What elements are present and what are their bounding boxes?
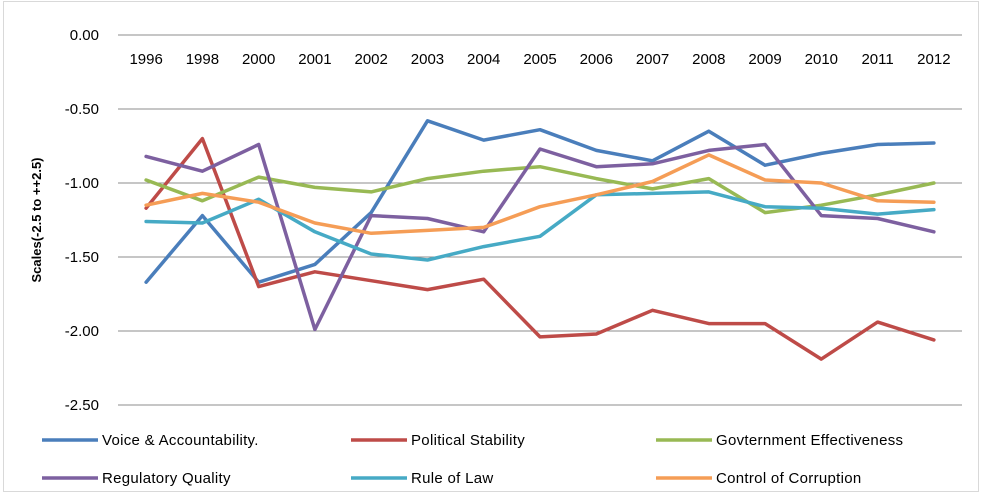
y-tick-label: -2.50 bbox=[65, 397, 99, 414]
x-tick-label: 2008 bbox=[692, 51, 725, 68]
x-tick-label: 2001 bbox=[298, 51, 331, 68]
x-tick-label: 2005 bbox=[523, 51, 556, 68]
legend-label: Political Stability bbox=[411, 432, 525, 449]
x-tick-label: 2003 bbox=[411, 51, 444, 68]
series-line bbox=[144, 136, 936, 361]
x-tick-label: 2011 bbox=[861, 51, 893, 68]
x-tick-label: 2006 bbox=[580, 51, 613, 68]
y-tick-label: -1.50 bbox=[65, 249, 99, 266]
x-tick-label: 1996 bbox=[129, 51, 162, 68]
series-line bbox=[144, 190, 936, 262]
legend-label: Voice & Accountability. bbox=[102, 432, 259, 449]
x-tick-label: 2009 bbox=[748, 51, 781, 68]
x-tick-label: 2007 bbox=[636, 51, 669, 68]
series-line bbox=[144, 153, 936, 236]
legend-label: Govternment Effectiveness bbox=[716, 432, 903, 449]
series-line bbox=[144, 119, 936, 284]
y-tick-label: -0.50 bbox=[65, 101, 99, 118]
x-tick-label: 2002 bbox=[355, 51, 388, 68]
series-line bbox=[144, 142, 936, 332]
legend: Voice & Accountability. Political Stabili… bbox=[42, 432, 903, 487]
y-axis-label: Scales(-2.5 to ++2.5) bbox=[29, 157, 44, 282]
x-axis-ticks: 1996 1998 2000 2001 2002 2003 2004 2005 2006 2007… bbox=[129, 51, 950, 68]
x-tick-label: 2012 bbox=[917, 51, 950, 68]
legend-label: Control of Corruption bbox=[716, 470, 862, 487]
y-tick-label: -1.00 bbox=[65, 175, 99, 192]
x-tick-label: 2010 bbox=[805, 51, 838, 68]
x-tick-label: 2004 bbox=[467, 51, 500, 68]
y-axis-ticks: 0.00 -0.50 -1.00 -1.50 -2.00 -2.50 bbox=[65, 27, 99, 414]
legend-label: Regulatory Quality bbox=[102, 470, 231, 487]
gridlines bbox=[118, 34, 962, 406]
series-lines bbox=[144, 119, 936, 361]
legend-label: Rule of Law bbox=[411, 470, 494, 487]
y-tick-label: -2.00 bbox=[65, 323, 99, 340]
x-tick-label: 1998 bbox=[186, 51, 219, 68]
x-tick-label: 2000 bbox=[242, 51, 275, 68]
y-tick-label: 0.00 bbox=[70, 27, 99, 44]
